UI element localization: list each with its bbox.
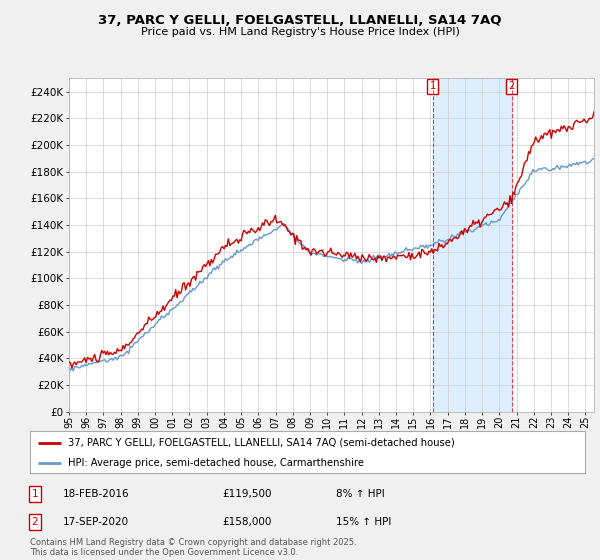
Text: £158,000: £158,000 bbox=[222, 517, 271, 527]
Text: 37, PARC Y GELLI, FOELGASTELL, LLANELLI, SA14 7AQ: 37, PARC Y GELLI, FOELGASTELL, LLANELLI,… bbox=[98, 14, 502, 27]
Text: 17-SEP-2020: 17-SEP-2020 bbox=[63, 517, 129, 527]
Text: 1: 1 bbox=[430, 81, 436, 91]
Text: 1: 1 bbox=[31, 489, 38, 499]
Text: 8% ↑ HPI: 8% ↑ HPI bbox=[336, 489, 385, 499]
Bar bbox=[433, 78, 512, 412]
Text: 15% ↑ HPI: 15% ↑ HPI bbox=[336, 517, 391, 527]
Text: 2: 2 bbox=[508, 81, 515, 91]
Text: Price paid vs. HM Land Registry's House Price Index (HPI): Price paid vs. HM Land Registry's House … bbox=[140, 27, 460, 37]
Text: £119,500: £119,500 bbox=[222, 489, 271, 499]
Text: 18-FEB-2016: 18-FEB-2016 bbox=[63, 489, 130, 499]
Text: Contains HM Land Registry data © Crown copyright and database right 2025.
This d: Contains HM Land Registry data © Crown c… bbox=[30, 538, 356, 557]
Text: 37, PARC Y GELLI, FOELGASTELL, LLANELLI, SA14 7AQ (semi-detached house): 37, PARC Y GELLI, FOELGASTELL, LLANELLI,… bbox=[68, 437, 454, 447]
Text: 2: 2 bbox=[31, 517, 38, 527]
Text: HPI: Average price, semi-detached house, Carmarthenshire: HPI: Average price, semi-detached house,… bbox=[68, 458, 364, 468]
